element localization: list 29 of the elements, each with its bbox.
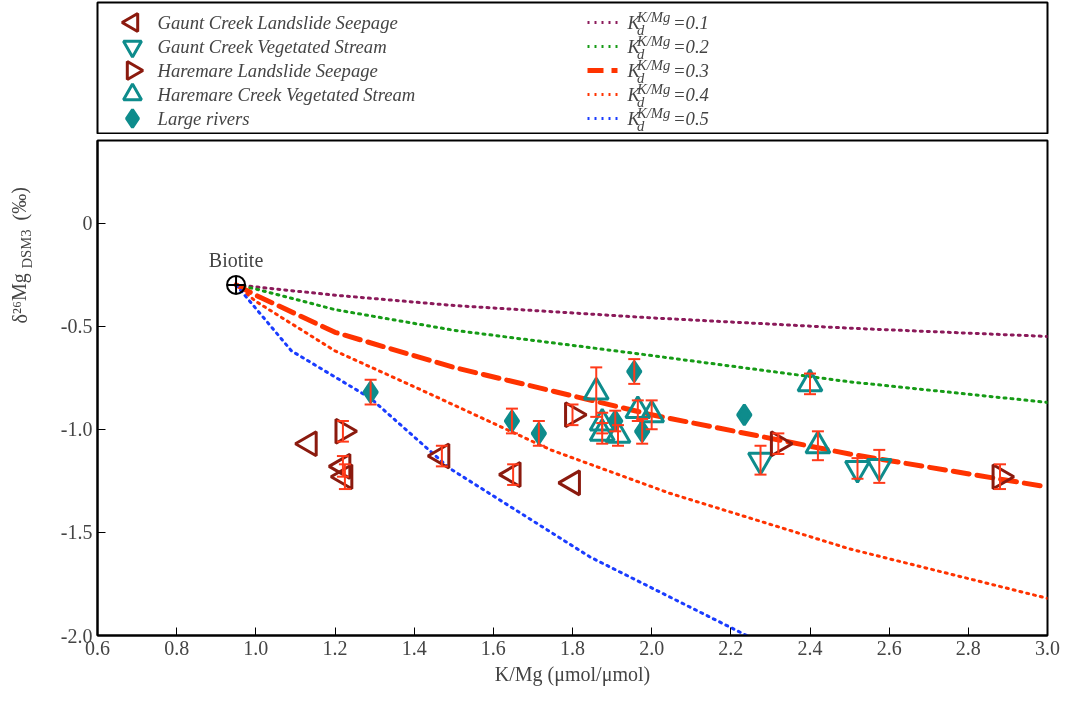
x-tick-label: 1.6 — [480, 636, 506, 659]
x-tick-label: 0.8 — [164, 636, 190, 659]
x-tick-label: 1.0 — [243, 636, 269, 659]
y-tick-label: -1.5 — [60, 521, 93, 544]
legend-label: Large rivers — [156, 108, 250, 129]
y-tick-label: -1.0 — [60, 418, 93, 441]
y-axis-title: δ²⁶MgDSM3 (‰) — [8, 187, 35, 324]
point — [736, 403, 753, 427]
x-axis-title: K/Mg (μmol/μmol) — [494, 662, 651, 686]
x-tick-label: 2.6 — [876, 636, 902, 659]
x-tick-label: 2.2 — [718, 636, 744, 659]
point — [329, 463, 354, 491]
legend-label: Gaunt Creek Vegetated Stream — [157, 36, 387, 57]
point — [991, 463, 1016, 491]
x-tick-label: 3.0 — [1035, 636, 1060, 659]
x-tick-label: 1.4 — [401, 636, 427, 659]
x-tick-label: 1.8 — [560, 636, 585, 659]
legend-label: Gaunt Creek Landslide Seepage — [157, 12, 398, 33]
x-tick-label: 1.2 — [322, 636, 348, 659]
x-tick-label: 2.8 — [955, 636, 981, 659]
y-tick-label: 0 — [82, 212, 93, 234]
line-series — [234, 283, 749, 636]
legend-label: Haremare Landslide Seepage — [156, 60, 378, 81]
legend-label: Haremare Creek Vegetated Stream — [156, 84, 416, 105]
y-tick-label: -0.5 — [60, 315, 93, 338]
x-tick-label: 2.0 — [639, 636, 665, 659]
annotation: Biotite — [208, 248, 264, 271]
x-tick-label: 2.4 — [797, 636, 823, 659]
point — [293, 430, 318, 458]
